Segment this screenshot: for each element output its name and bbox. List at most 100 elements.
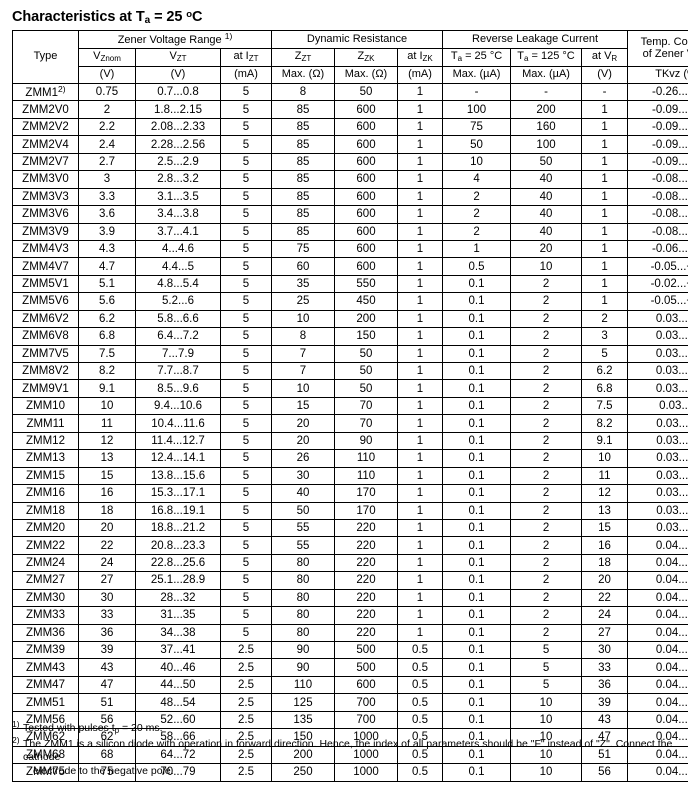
cell-ir-125c: 2 (510, 431, 583, 451)
table-row: ZMM8V2 8.27.7...8.7575010.126.20.03...0.0… (12, 361, 688, 381)
cell-vzt: 40...46 (135, 658, 221, 677)
cell-at-izt: 5 (220, 327, 272, 346)
cell-zzk: 600 (334, 152, 398, 172)
cell-zzk: 220 (334, 553, 398, 573)
cell-type: ZMM5V6 (12, 292, 79, 311)
unit-vznom: (V) (78, 66, 136, 84)
cell-type: ZMM2V0 (12, 100, 79, 119)
cell-at-izk: 1 (396, 187, 444, 207)
cell-at-izt: 5 (220, 170, 272, 189)
cell-ir-25c: 0.1 (442, 640, 512, 660)
cell-vzt: 5.8...6.6 (135, 309, 221, 329)
cell-vr: 1 (581, 117, 629, 137)
cell-tkvz: -0.09...-0.06 (627, 117, 688, 137)
cell-zzt: 8 (271, 82, 335, 102)
cell-ir-25c: 0.1 (442, 536, 512, 555)
cell-type: ZMM6V2 (12, 309, 79, 329)
header-type: Type (12, 30, 79, 84)
cell-at-izt: 2.5 (220, 693, 272, 712)
cell-at-izt: 5 (220, 484, 272, 503)
cell-ir-125c: 2 (510, 571, 583, 590)
cell-vzt: 70...79 (135, 763, 221, 782)
cell-at-izk: 0.5 (396, 763, 444, 782)
cell-vznom: 75 (78, 763, 136, 782)
cell-type-label: ZMM36 (26, 626, 65, 639)
cell-type-label: ZMM4V7 (22, 260, 69, 273)
cell-ir-125c: 5 (510, 640, 583, 660)
cell-vznom: 13 (78, 449, 136, 468)
cell-vznom: 2.7 (78, 152, 136, 172)
cell-vzt: 16.8...19.1 (135, 501, 221, 520)
cell-zzk: 1000 (334, 763, 398, 782)
cell-ir-125c: 2 (510, 518, 583, 538)
header-zener-voltage-range-label: Zener Voltage Range (117, 34, 222, 47)
cell-ir-25c: 0.1 (442, 327, 512, 346)
header-temp-coefficient-line2: of Zener Voltage (642, 47, 688, 60)
table-row: ZMM2V4 2.4 2.28...2.56 5 85 600 1 50 100 1 -0.09..… (12, 135, 688, 154)
cell-ir-25c: 0.1 (442, 763, 512, 782)
cell-ir-125c: 2 (510, 361, 583, 381)
cell-at-izt: 5 (220, 466, 272, 486)
cell-type-label: ZMM16 (26, 487, 65, 500)
cell-zzk: 70 (334, 396, 398, 416)
cell-type: ZMM5V1 (12, 274, 79, 294)
header-zzk-sub: ZK (364, 54, 375, 64)
cell-ir-25c: 0.1 (442, 658, 512, 677)
cell-ir-25c: 0.1 (442, 484, 512, 503)
cell-vr: 3 (581, 327, 629, 346)
cell-tkvz: 0.04...0.12 (627, 763, 688, 782)
cell-vzt: 12.4...14.1 (135, 449, 221, 468)
cell-at-izt: 5 (220, 449, 272, 468)
cell-zzt: 85 (271, 100, 335, 119)
cell-at-izt: 2.5 (220, 763, 272, 782)
cell-zzk: 90 (334, 431, 398, 451)
unit-zzk: Max. (Ω) (334, 66, 398, 84)
cell-ir-125c: 10 (510, 257, 583, 276)
cell-vr: 5 (581, 344, 629, 364)
cell-vznom: 10 (78, 396, 136, 416)
table-row: ZMM13 1312.4...14.152611010.12100.03...0.… (12, 449, 688, 468)
cell-vznom: 12 (78, 431, 136, 451)
cell-vzt: 8.5...9.6 (135, 379, 221, 398)
cell-vr: 7.5 (581, 396, 629, 416)
cell-vzt: 25.1...28.9 (135, 571, 221, 590)
table-row: ZMM24 2422.8...25.658022010.12180.04...0.… (12, 553, 688, 573)
cell-vznom: 7.5 (78, 344, 136, 364)
cell-type-label: ZMM2V0 (22, 103, 69, 116)
cell-vznom: 8.2 (78, 361, 136, 381)
unit-at-vr: (V) (581, 66, 629, 84)
page-title-prefix: Characteristics at T (12, 9, 145, 25)
cell-at-izt: 5 (220, 222, 272, 241)
cell-vzt: 2.28...2.56 (135, 135, 221, 154)
cell-ir-25c: 0.1 (442, 414, 512, 433)
cell-vr: - (581, 82, 629, 102)
cell-type: ZMM22 (12, 536, 79, 555)
header-at-izt: at IZT (220, 48, 272, 67)
cell-ir-25c: 0.5 (442, 257, 512, 276)
cell-type-label: ZMM51 (26, 696, 65, 709)
cell-ir-125c: 2 (510, 309, 583, 329)
cell-vznom: 9.1 (78, 379, 136, 398)
table-row: ZMM51 51 48...54 2.5 125 700 0.5 0.1 10 39 0.04...… (12, 693, 688, 712)
cell-zzk: 600 (334, 675, 398, 695)
cell-type: ZMM3V6 (12, 205, 79, 224)
cell-type-label: ZMM13 (26, 452, 65, 465)
cell-ir-125c: 100 (510, 135, 583, 154)
header-at-izk-sub: ZK (422, 54, 433, 64)
cell-zzt: 110 (271, 675, 335, 695)
header-vzt-base: V (169, 50, 177, 63)
cell-vzt: 31...35 (135, 606, 221, 625)
cell-at-izt: 5 (220, 152, 272, 172)
cell-vznom: 2 (78, 100, 136, 119)
cell-vznom: 3 (78, 170, 136, 189)
table-row: ZMM4V74.74.4...556060010.5101-0.05...+0.… (12, 257, 688, 276)
cell-ir-125c: 5 (510, 658, 583, 677)
footnote-2: 2) The ZMM1 is a silicon diode with opera… (12, 735, 676, 780)
cell-tkvz: 0.04...0.12 (627, 623, 688, 643)
cell-ir-125c: 2 (510, 536, 583, 555)
cell-zzt: 85 (271, 222, 335, 241)
cell-type-label: ZMM30 (26, 591, 65, 604)
cell-zzk: 700 (334, 693, 398, 712)
cell-vznom: 3.6 (78, 205, 136, 224)
cell-vznom: 16 (78, 484, 136, 503)
